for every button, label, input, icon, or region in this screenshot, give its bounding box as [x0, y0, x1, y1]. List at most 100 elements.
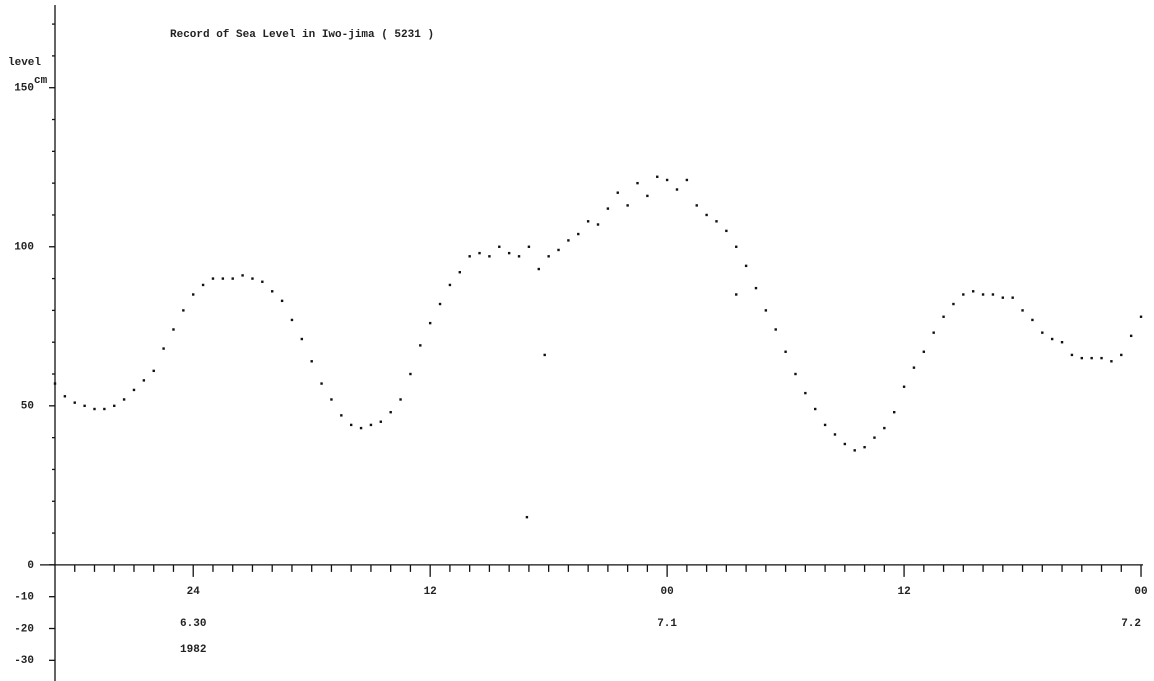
data-point: [794, 372, 797, 376]
data-point: [636, 181, 639, 185]
data-point: [349, 423, 353, 427]
data-point: [201, 283, 205, 287]
data-point: [498, 245, 501, 248]
data-point: [1011, 296, 1014, 299]
data-point: [537, 267, 540, 271]
y-tick-label: -30: [14, 655, 34, 667]
data-point: [488, 255, 491, 258]
data-point: [804, 391, 807, 395]
data-point: [883, 426, 886, 430]
data-point: [468, 255, 471, 258]
data-point: [1021, 309, 1024, 312]
data-point: [774, 328, 777, 331]
y-tick-label: 50: [21, 401, 34, 413]
x-tick-label: 00: [1134, 586, 1147, 598]
data-point: [675, 188, 679, 191]
year-label: 1982: [180, 644, 206, 656]
data-point: [962, 293, 965, 296]
data-point: [1031, 318, 1034, 322]
data-point: [705, 213, 708, 217]
y-axis-unit: cm: [34, 75, 48, 87]
data-point: [971, 290, 975, 293]
data-point: [567, 239, 570, 242]
data-point: [1041, 331, 1044, 334]
data-point: [320, 382, 323, 385]
data-point: [991, 293, 995, 296]
data-point: [369, 423, 373, 427]
date-label: 7.1: [657, 618, 677, 630]
y-tick-label: -20: [14, 623, 34, 635]
data-point: [1090, 356, 1093, 360]
x-tick-label: 24: [187, 586, 201, 598]
data-point: [695, 204, 698, 207]
data-point: [932, 331, 935, 334]
data-point: [399, 398, 402, 401]
x-tick-label: 00: [661, 586, 674, 598]
data-point: [330, 398, 333, 401]
x-tick-label: 12: [424, 586, 437, 598]
data-point: [764, 309, 768, 312]
data-point: [310, 360, 313, 363]
data-point: [340, 414, 343, 417]
data-point: [557, 248, 560, 252]
data-point: [814, 407, 817, 411]
data-point: [646, 194, 649, 198]
y-tick-label: 150: [14, 83, 34, 95]
data-point: [1129, 334, 1133, 338]
data-point: [547, 255, 550, 258]
y-tick-label: 100: [14, 242, 34, 254]
data-point: [873, 436, 876, 439]
data-point: [221, 277, 225, 280]
data-point: [863, 445, 866, 449]
data-point: [73, 401, 76, 404]
x-tick-label: 12: [897, 586, 910, 598]
data-point: [942, 315, 945, 318]
data-point: [665, 178, 669, 182]
data-point: [63, 395, 67, 398]
data-point: [685, 178, 689, 182]
data-point: [843, 442, 847, 446]
data-point: [211, 277, 215, 280]
data-point: [122, 398, 126, 401]
data-point: [754, 286, 758, 290]
data-point: [833, 433, 837, 436]
data-point: [409, 372, 412, 376]
chart-title: Record of Sea Level in Iwo-jima ( 5231 ): [170, 29, 434, 41]
data-point: [626, 204, 629, 207]
data-point: [389, 410, 392, 414]
data-point: [478, 251, 481, 255]
date-label: 7.2: [1121, 618, 1141, 630]
data-point: [132, 388, 136, 392]
data-point: [261, 280, 264, 283]
data-point: [1100, 356, 1103, 360]
data-point: [271, 290, 274, 293]
data-point: [142, 379, 146, 382]
data-point: [853, 449, 856, 452]
data-point: [1070, 353, 1074, 357]
data-point: [823, 423, 827, 427]
data-point: [103, 407, 106, 411]
data-point: [152, 369, 155, 373]
data-point: [359, 426, 363, 430]
data-point: [1080, 356, 1083, 360]
data-point: [1060, 341, 1064, 344]
data-point: [735, 293, 738, 296]
data-point: [113, 404, 116, 408]
data-point: [438, 302, 442, 306]
data-point: [527, 245, 531, 248]
data-point: [507, 251, 511, 255]
data-point: [241, 274, 244, 277]
data-point: [1050, 337, 1054, 341]
data-point: [893, 410, 896, 414]
data-point: [428, 321, 432, 325]
data-point: [93, 407, 96, 411]
data-point: [981, 293, 985, 296]
data-point: [715, 220, 718, 223]
data-point: [1001, 296, 1005, 299]
data-point: [251, 277, 254, 280]
data-point: [525, 515, 529, 519]
y-axis-label: level: [8, 57, 41, 69]
data-point: [1139, 315, 1143, 318]
